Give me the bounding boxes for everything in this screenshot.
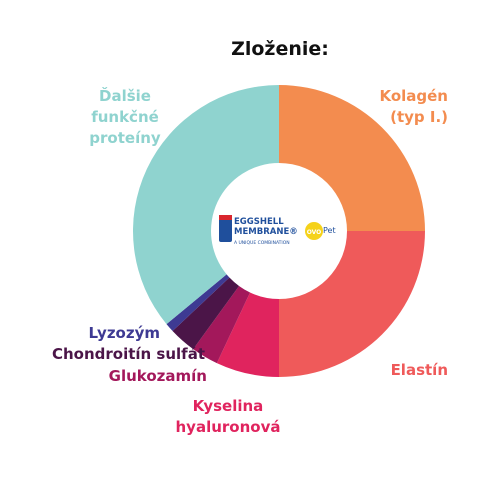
logo-badge	[305, 222, 323, 240]
donut-segment	[193, 286, 251, 364]
segment-label: Ďalšie funkčné proteíny	[89, 87, 161, 147]
segment-label: Elastín	[390, 361, 448, 379]
segment-label: Glukozamín	[108, 367, 207, 385]
donut-segment	[172, 277, 240, 350]
logo-badge-text: OVO	[307, 229, 322, 236]
logo-badge-text: Pet	[323, 226, 336, 235]
donut-segment	[216, 292, 279, 377]
donut	[133, 84, 425, 377]
donut-segment	[279, 85, 425, 231]
donut-segment	[133, 84, 279, 325]
segment-label: Kolagén (typ I.)	[379, 87, 448, 126]
segment-label: Chondroitín sulfát	[51, 345, 205, 363]
logo-icon-top	[219, 215, 232, 220]
donut-segment	[166, 274, 230, 331]
logo-icon	[219, 217, 232, 242]
logo-text: MEMBRANE®	[234, 227, 298, 237]
logo: EGGSHELL MEMBRANE® A UNIQUE COMBINATION …	[219, 215, 336, 246]
segment-label: Kyselina hyaluronová	[175, 397, 281, 436]
chart-title: Zloženie:	[231, 38, 329, 60]
segment-label: Lyzozým	[88, 324, 161, 342]
logo-tagline: A UNIQUE COMBINATION	[234, 240, 290, 246]
logo-text: EGGSHELL	[234, 217, 284, 227]
donut-segment	[279, 231, 425, 377]
